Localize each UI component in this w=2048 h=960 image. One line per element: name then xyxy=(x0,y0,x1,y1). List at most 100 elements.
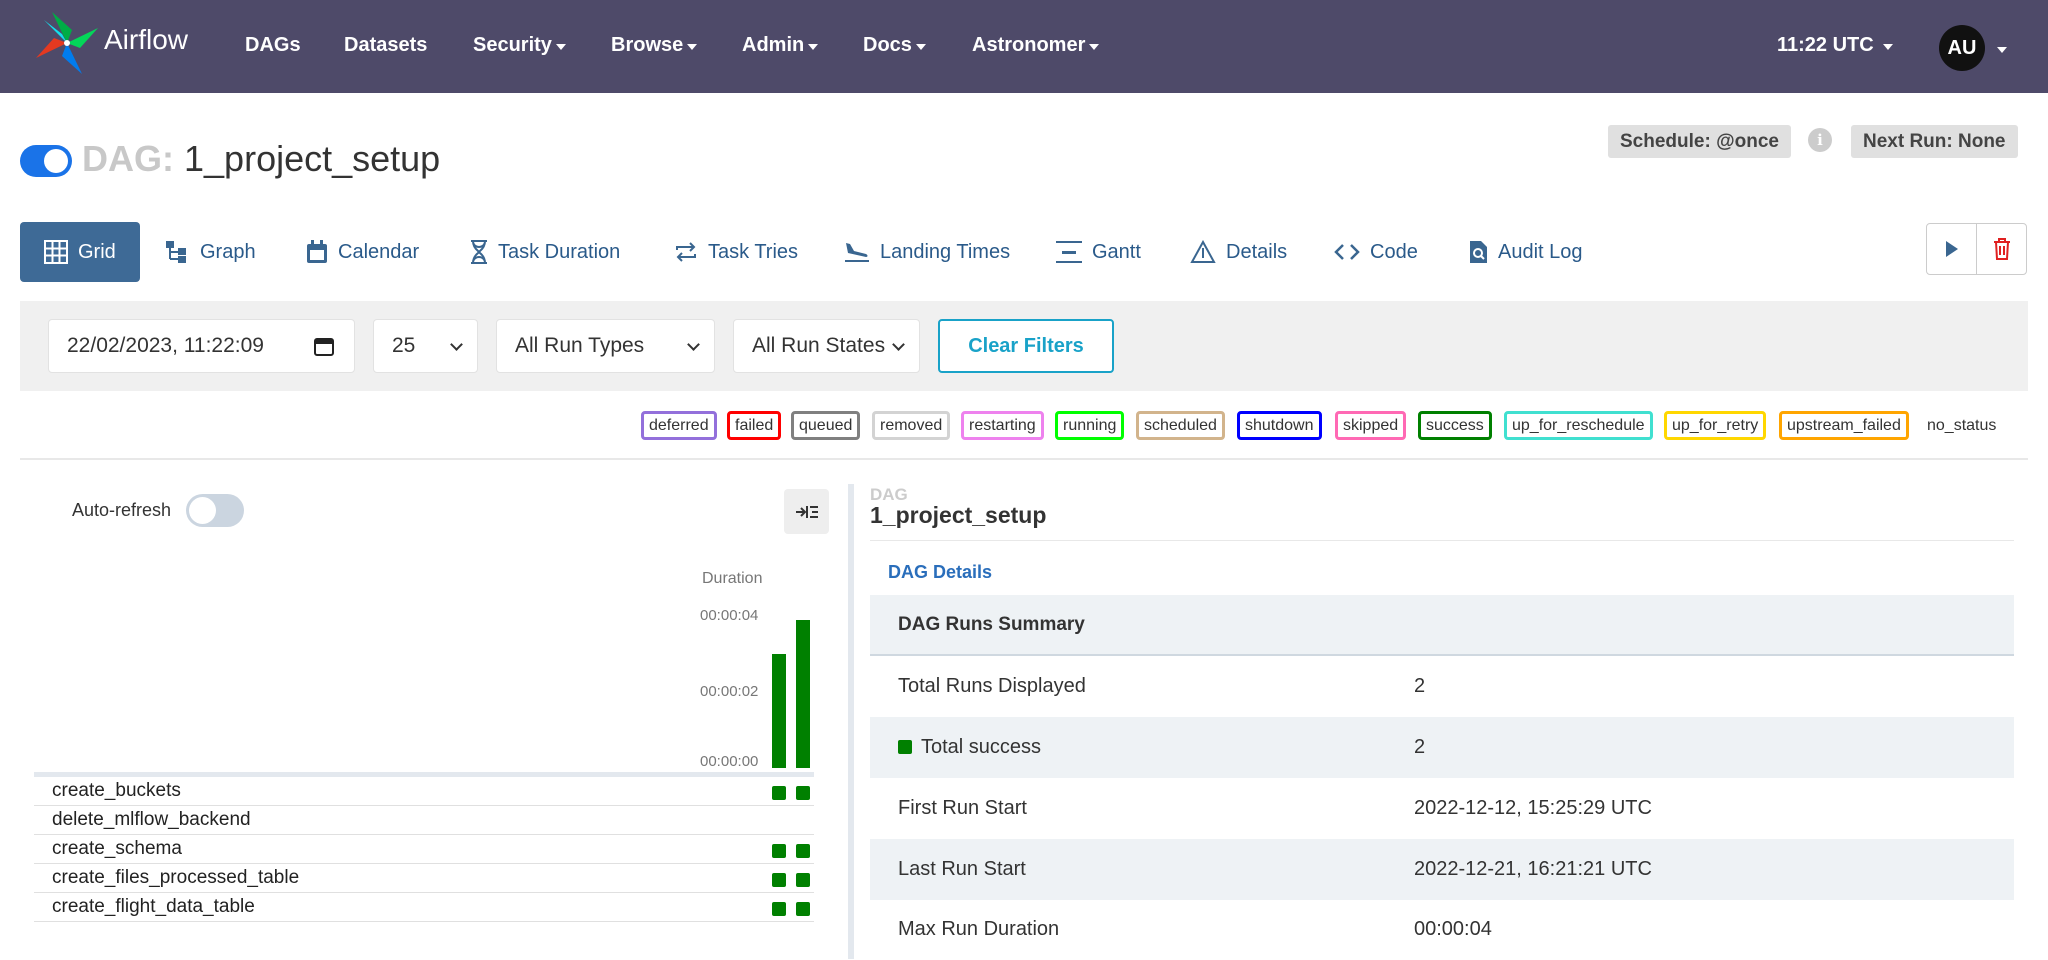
legend-running[interactable]: running xyxy=(1055,411,1125,440)
hourglass-icon xyxy=(471,240,487,264)
auto-refresh-toggle[interactable] xyxy=(186,494,244,527)
airflow-logo-icon xyxy=(36,12,98,74)
code-icon xyxy=(1334,244,1360,260)
details-title: 1_project_setup xyxy=(870,502,1047,528)
num-runs-select[interactable]: 25 xyxy=(373,319,478,373)
timezone-menu[interactable]: 11:22 UTC xyxy=(1777,34,1893,57)
nav-security[interactable]: Security xyxy=(473,34,566,57)
schedule-badge: Schedule: @once xyxy=(1608,125,1791,158)
task-name[interactable]: create_files_processed_table xyxy=(52,867,300,888)
legend-up-for-reschedule[interactable]: up_for_reschedule xyxy=(1504,411,1653,440)
nav-admin[interactable]: Admin xyxy=(742,34,819,57)
task-instance-success[interactable] xyxy=(772,902,786,916)
execution-date-input[interactable]: 22/02/2023, 11:22:09 xyxy=(48,319,355,373)
run-state-select[interactable]: All Run States xyxy=(733,319,920,373)
nav-astronomer[interactable]: Astronomer xyxy=(972,34,1100,57)
brand-name: Airflow xyxy=(104,24,189,55)
dag-actions xyxy=(1926,223,2027,275)
nav-dags[interactable]: DAGs xyxy=(245,34,301,56)
collapse-details-button[interactable] xyxy=(784,489,829,534)
duration-bar[interactable] xyxy=(772,654,786,768)
task-instance-success[interactable] xyxy=(772,786,786,800)
collapse-icon xyxy=(795,505,818,518)
legend-restarting[interactable]: restarting xyxy=(961,411,1044,440)
tab-audit-log[interactable]: Audit Log xyxy=(1468,222,1583,282)
tab-grid[interactable]: Grid xyxy=(20,222,140,282)
chevron-down-icon xyxy=(1089,43,1100,50)
legend-shutdown[interactable]: shutdown xyxy=(1237,411,1322,440)
auto-refresh-label: Auto-refresh xyxy=(72,500,172,520)
info-icon[interactable]: i xyxy=(1808,128,1832,152)
nav-browse[interactable]: Browse xyxy=(611,34,698,57)
task-instance-success[interactable] xyxy=(772,873,786,887)
task-instance-success[interactable] xyxy=(796,844,810,858)
plane-landing-icon xyxy=(845,243,869,262)
nav-docs[interactable]: Docs xyxy=(863,34,926,57)
task-name[interactable]: delete_mlflow_backend xyxy=(52,809,251,830)
run-type-select[interactable]: All Run Types xyxy=(496,319,715,373)
legend-queued[interactable]: queued xyxy=(791,411,861,440)
duration-tick: 00:00:02 xyxy=(700,683,759,700)
tab-details[interactable]: Details xyxy=(1190,222,1287,282)
chevron-down-icon xyxy=(450,338,463,351)
legend-no-status[interactable]: no_status xyxy=(1922,411,2002,440)
delete-dag-button[interactable] xyxy=(1977,224,2026,274)
task-instance-success[interactable] xyxy=(796,786,810,800)
summary-row: First Run Start 2022-12-12, 15:25:29 UTC xyxy=(898,797,1652,819)
warning-triangle-icon xyxy=(1190,240,1216,263)
graph-icon xyxy=(166,241,186,263)
legend-failed[interactable]: failed xyxy=(727,411,782,440)
task-row[interactable]: create_flight_data_table xyxy=(34,893,814,922)
panel-divider[interactable] xyxy=(848,484,854,959)
play-icon xyxy=(1945,241,1958,257)
user-avatar[interactable]: AU xyxy=(1939,25,1985,71)
tab-gantt[interactable]: Gantt xyxy=(1056,222,1141,282)
repeat-icon xyxy=(676,242,696,262)
tab-graph[interactable]: Graph xyxy=(166,222,256,282)
summary-header: DAG Runs Summary xyxy=(870,595,2014,656)
task-instance-success[interactable] xyxy=(772,844,786,858)
airflow-brand[interactable]: Airflow xyxy=(32,8,188,78)
dag-pause-toggle[interactable] xyxy=(20,145,72,177)
details-divider xyxy=(870,540,2014,541)
tab-task-tries[interactable]: Task Tries xyxy=(674,222,798,282)
chevron-down-icon[interactable] xyxy=(1997,47,2007,53)
calendar-icon xyxy=(307,240,327,263)
legend-removed[interactable]: removed xyxy=(872,411,951,440)
calendar-icon xyxy=(314,338,334,356)
task-name[interactable]: create_buckets xyxy=(52,780,181,801)
legend-skipped[interactable]: skipped xyxy=(1335,411,1407,440)
duration-tick: 00:00:00 xyxy=(700,753,759,770)
top-navbar: Airflow DAGs Datasets Security Browse Ad… xyxy=(0,0,2048,93)
chevron-down-icon xyxy=(915,43,926,50)
clear-filters-button[interactable]: Clear Filters xyxy=(938,319,1114,373)
task-instance-success[interactable] xyxy=(796,873,810,887)
task-row[interactable]: create_files_processed_table xyxy=(34,864,814,893)
legend-success[interactable]: success xyxy=(1418,411,1492,440)
chevron-down-icon xyxy=(1882,43,1893,50)
trigger-dag-button[interactable] xyxy=(1927,224,1977,274)
task-name[interactable]: create_flight_data_table xyxy=(52,896,255,917)
chevron-down-icon xyxy=(555,43,566,50)
divider xyxy=(20,458,2028,460)
page-title: DAG: 1_project_setup xyxy=(82,138,440,180)
legend-scheduled[interactable]: scheduled xyxy=(1136,411,1225,440)
task-row[interactable]: delete_mlflow_backend xyxy=(34,806,814,835)
legend-upstream-failed[interactable]: upstream_failed xyxy=(1779,411,1909,440)
dag-details-link[interactable]: DAG Details xyxy=(888,562,993,582)
duration-bar[interactable] xyxy=(796,620,810,768)
legend-deferred[interactable]: deferred xyxy=(641,411,717,440)
legend-up-for-retry[interactable]: up_for_retry xyxy=(1664,411,1767,440)
dag-title-prefix: DAG: xyxy=(82,138,174,179)
tab-code[interactable]: Code xyxy=(1334,222,1418,282)
task-instance-success[interactable] xyxy=(796,902,810,916)
task-row[interactable]: create_buckets xyxy=(34,777,814,806)
summary-row: Total success 2 xyxy=(870,717,2014,778)
nav-datasets[interactable]: Datasets xyxy=(344,34,428,56)
task-row[interactable]: create_schema xyxy=(34,835,814,864)
duration-tick: 00:00:04 xyxy=(700,607,759,624)
tab-calendar[interactable]: Calendar xyxy=(306,222,419,282)
task-name[interactable]: create_schema xyxy=(52,838,182,859)
tab-landing-times[interactable]: Landing Times xyxy=(844,222,1010,282)
tab-task-duration[interactable]: Task Duration xyxy=(470,222,620,282)
